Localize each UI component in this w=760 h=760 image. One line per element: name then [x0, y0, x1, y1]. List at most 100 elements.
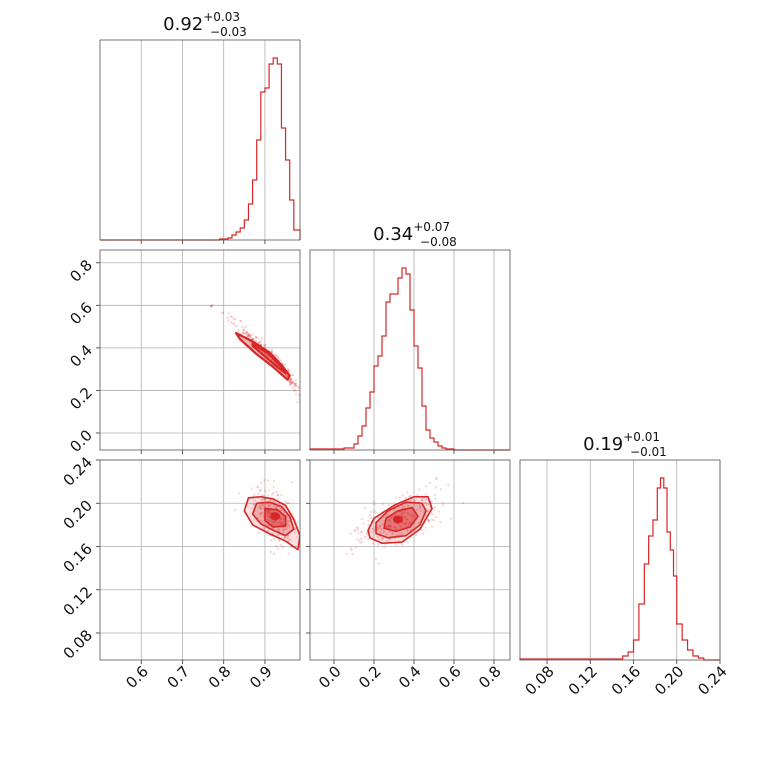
scatter-panel-row2-col1: 0.0 0.2 0.4 0.6 0.8	[66, 249, 301, 456]
lower-2-0-point-139	[267, 510, 270, 513]
diag-1-frame	[309, 249, 511, 451]
lower-2-0-xticklabel-3: 0.9	[246, 662, 276, 692]
diag-0-bin-13	[273, 58, 277, 240]
lower-2-1-point-109	[363, 506, 367, 509]
lower-1-0-point-32	[231, 322, 234, 325]
lower-2-1-point-118	[405, 518, 409, 521]
diag-0-bin-14	[277, 64, 281, 240]
lower-1-0-point-206	[296, 401, 299, 404]
lower-1-0-point-171	[251, 338, 255, 341]
lower-2-0-yticklabel-1: 0.12	[60, 583, 96, 619]
lower-1-0-point-189	[294, 382, 297, 385]
lower-2-0-point-62	[252, 518, 256, 521]
lower-2-0-point-3	[265, 514, 269, 517]
lower-1-0-point-105	[210, 304, 213, 308]
lower-2-0-point-67	[285, 522, 289, 525]
diag-1-bin-21	[430, 438, 434, 450]
lower-2-0-xticklabel-0: 0.6	[122, 662, 152, 692]
diag-1-title-minus: −0.08	[420, 235, 457, 249]
lower-2-1-point-170	[372, 529, 376, 533]
lower-1-0-point-176	[288, 369, 291, 372]
diag-1-title: 0.34+0.07 −0.08	[373, 220, 457, 249]
lower-2-1-point-266	[381, 537, 385, 540]
lower-2-0-point-275	[262, 526, 265, 529]
lower-1-0-point-174	[289, 380, 292, 384]
lower-2-1-point-319	[371, 527, 375, 531]
lower-2-1-point-123	[434, 497, 437, 501]
lower-1-0-point-119	[249, 334, 252, 337]
lower-1-0-point-235	[254, 335, 258, 339]
lower-1-0-point-147	[241, 325, 244, 329]
lower-2-1-point-38	[406, 529, 409, 532]
diag-1-bin-8	[378, 356, 382, 450]
lower-2-0-point-66	[266, 519, 270, 522]
lower-2-0-point-214	[272, 479, 276, 483]
lower-2-0-point-35	[259, 514, 263, 517]
lower-2-0-point-252	[287, 521, 290, 524]
lower-2-0-point-2	[274, 544, 278, 548]
lower-1-0-point-148	[263, 343, 266, 347]
lower-1-0-yticklabel-0: 0.0	[66, 426, 96, 456]
lower-2-1-point-166	[401, 543, 404, 546]
diag-1-bin-23	[438, 446, 442, 450]
lower-1-0-point-259	[229, 315, 232, 318]
lower-2-1-point-270	[371, 542, 375, 545]
diag-2-bin-9	[661, 478, 664, 660]
diag-2-bin-10	[664, 488, 667, 660]
lower-2-1-point-312	[407, 495, 411, 498]
lower-2-0-point-159	[287, 526, 291, 529]
lower-2-0-point-95	[267, 511, 270, 515]
lower-2-0-point-140	[281, 529, 285, 532]
lower-1-0-point-12	[286, 367, 290, 371]
lower-2-1-point-303	[383, 546, 386, 549]
lower-2-0-point-157	[278, 539, 281, 542]
diag-0-title: 0.92+0.03 −0.03	[163, 10, 247, 39]
lower-2-0-point-227	[288, 519, 291, 523]
lower-2-1-point-142	[408, 522, 411, 526]
lower-1-0-point-217	[210, 304, 213, 308]
lower-2-0-point-12	[257, 531, 260, 535]
lower-2-1-point-41	[374, 511, 377, 514]
diag-1-bin-7	[374, 366, 378, 450]
lower-2-1-point-44	[433, 505, 436, 509]
lower-2-1-point-79	[432, 518, 435, 522]
diag-0-bin-10	[261, 92, 265, 240]
diag-0-bin-3	[232, 235, 236, 240]
lower-2-0-point-114	[262, 498, 266, 501]
lower-2-0-point-295	[257, 492, 260, 496]
lower-2-0-point-253	[286, 524, 289, 527]
lower-2-0-point-248	[285, 501, 289, 505]
lower-2-1-point-72	[408, 513, 411, 517]
lower-1-0-point-50	[264, 343, 267, 347]
lower-1-0-point-227	[241, 332, 244, 335]
diag-2-xticklabel-3: 0.20	[651, 662, 687, 698]
lower-2-1-point-205	[406, 540, 409, 544]
diag-2-hist-steps	[519, 477, 720, 661]
diag-1-bin-6	[370, 392, 374, 450]
lower-2-0-point-69	[259, 504, 263, 507]
lower-2-1-point-155	[403, 515, 406, 519]
lower-1-0-point-190	[257, 342, 261, 345]
lower-1-0-point-241	[227, 319, 230, 322]
lower-2-0-point-165	[276, 528, 280, 531]
lower-2-1-point-102	[381, 538, 384, 541]
lower-2-0-point-246	[250, 487, 253, 490]
lower-2-0-point-256	[271, 493, 274, 497]
lower-2-0-point-251	[270, 520, 273, 523]
lower-2-1-point-152	[361, 540, 364, 544]
lower-1-0-point-143	[288, 382, 292, 386]
diag-1-bin-17	[414, 346, 418, 450]
lower-1-0-point-121	[239, 319, 243, 323]
lower-2-1-point-147	[434, 486, 437, 489]
lower-2-1-point-75	[370, 516, 373, 520]
lower-1-0-point-244	[248, 336, 252, 340]
lower-2-1-point-253	[380, 528, 383, 531]
diag-1-bin-22	[434, 442, 438, 450]
lower-2-0-point-19	[284, 528, 288, 531]
lower-2-1-point-262	[400, 531, 404, 535]
lower-2-0-point-59	[295, 521, 298, 524]
lower-2-0-point-36	[268, 511, 271, 515]
lower-1-0-point-40	[244, 332, 247, 335]
lower-2-1-point-54	[357, 532, 360, 535]
diag-1-bin-15	[406, 274, 410, 450]
